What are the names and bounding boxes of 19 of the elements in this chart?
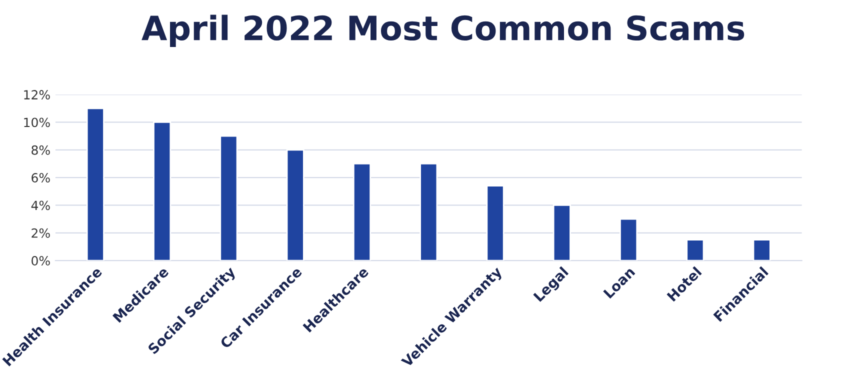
bar bbox=[286, 149, 304, 261]
bar bbox=[352, 163, 372, 261]
bar bbox=[620, 218, 638, 261]
y-tick-label: 10% bbox=[24, 118, 50, 128]
y-tick-label: 4% bbox=[31, 200, 50, 210]
y-tick-label: 0% bbox=[32, 256, 50, 266]
bar bbox=[486, 185, 504, 261]
chart-title: April 2022 Most Common Scams bbox=[142, 14, 744, 48]
y-tick-label: 12% bbox=[24, 90, 50, 100]
bar bbox=[153, 122, 172, 261]
bar bbox=[86, 108, 104, 261]
bar bbox=[752, 239, 771, 261]
y-tick-label: 8% bbox=[32, 145, 50, 155]
bar bbox=[552, 204, 571, 261]
bar bbox=[686, 239, 704, 261]
y-tick-label: 2% bbox=[32, 228, 50, 238]
y-tick-label: 6% bbox=[32, 173, 50, 182]
bar bbox=[220, 135, 238, 261]
bar bbox=[420, 163, 438, 261]
